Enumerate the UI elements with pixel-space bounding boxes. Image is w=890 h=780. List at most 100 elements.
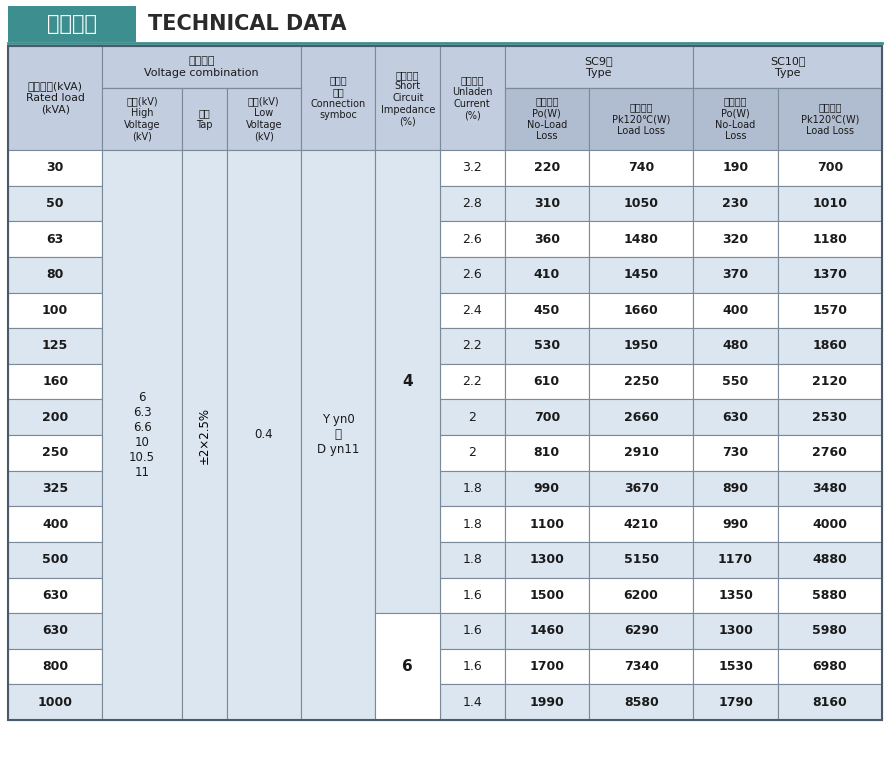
Text: 6290: 6290 [624, 625, 659, 637]
Bar [440, 506, 505, 542]
Text: 700: 700 [534, 411, 560, 424]
Bar [693, 257, 778, 292]
Bar [8, 613, 102, 649]
Bar [376, 150, 440, 613]
Text: 2.6: 2.6 [463, 268, 482, 281]
Bar [778, 470, 882, 506]
Bar [440, 186, 505, 222]
Text: 410: 410 [534, 268, 560, 281]
Text: 1000: 1000 [37, 696, 73, 709]
Text: 700: 700 [817, 161, 843, 174]
Text: 610: 610 [534, 375, 560, 388]
Bar [182, 88, 226, 150]
Bar [505, 399, 589, 435]
Text: 2.6: 2.6 [463, 232, 482, 246]
Bar [8, 257, 102, 292]
Bar [693, 88, 778, 150]
Text: 1660: 1660 [624, 304, 659, 317]
Text: 200: 200 [42, 411, 69, 424]
Bar [440, 399, 505, 435]
Text: 1700: 1700 [530, 660, 564, 673]
Text: 480: 480 [723, 339, 748, 353]
Bar [440, 613, 505, 649]
Text: 2760: 2760 [813, 446, 847, 459]
Text: 1500: 1500 [530, 589, 564, 602]
Bar [8, 435, 102, 470]
Bar [693, 399, 778, 435]
Text: 2.2: 2.2 [463, 375, 482, 388]
Bar [693, 684, 778, 720]
Text: 负载损耗
Pk120℃(W)
Load Loss: 负载损耗 Pk120℃(W) Load Loss [801, 102, 859, 136]
Text: 7340: 7340 [624, 660, 659, 673]
Bar [505, 684, 589, 720]
Text: 2250: 2250 [624, 375, 659, 388]
Text: 1100: 1100 [530, 518, 564, 530]
Bar [440, 292, 505, 328]
Text: 6200: 6200 [624, 589, 659, 602]
Bar [8, 542, 102, 577]
Bar [8, 363, 102, 399]
Bar [778, 328, 882, 363]
Text: 空载损耗
Po(W)
No-Load
Loss: 空载损耗 Po(W) No-Load Loss [527, 97, 567, 141]
Text: 1530: 1530 [718, 660, 753, 673]
Bar [8, 649, 102, 684]
Bar [778, 684, 882, 720]
Text: 450: 450 [534, 304, 560, 317]
Bar [778, 186, 882, 222]
Text: 1180: 1180 [813, 232, 847, 246]
Bar [376, 46, 440, 150]
Bar [8, 684, 102, 720]
Text: 80: 80 [46, 268, 64, 281]
Text: 5150: 5150 [624, 553, 659, 566]
Bar [589, 613, 693, 649]
Bar [505, 150, 589, 186]
Bar [102, 46, 301, 88]
Text: 8580: 8580 [624, 696, 659, 709]
Bar [589, 577, 693, 613]
Text: 990: 990 [534, 482, 560, 495]
Bar [8, 399, 102, 435]
Text: 2.2: 2.2 [463, 339, 482, 353]
Text: TECHNICAL DATA: TECHNICAL DATA [148, 14, 346, 34]
Text: 1350: 1350 [718, 589, 753, 602]
Text: 额定容量(kVA)
Rated load
(kVA): 额定容量(kVA) Rated load (kVA) [26, 81, 85, 115]
Bar [778, 222, 882, 257]
Bar [693, 46, 882, 88]
Bar [589, 328, 693, 363]
Bar [8, 186, 102, 222]
Text: 890: 890 [723, 482, 748, 495]
Text: 2.8: 2.8 [463, 197, 482, 210]
Text: 100: 100 [42, 304, 69, 317]
Bar [778, 88, 882, 150]
Bar [778, 363, 882, 399]
Text: 联结组
标号
Connection
symboc: 联结组 标号 Connection symboc [311, 76, 366, 120]
Text: 2530: 2530 [813, 411, 847, 424]
Text: 1990: 1990 [530, 696, 564, 709]
Bar [505, 88, 589, 150]
Text: 2: 2 [468, 446, 476, 459]
Bar [505, 328, 589, 363]
Bar [778, 257, 882, 292]
Bar [778, 613, 882, 649]
Text: 负载损耗
Pk120℃(W)
Load Loss: 负载损耗 Pk120℃(W) Load Loss [612, 102, 670, 136]
Bar [8, 506, 102, 542]
Bar [693, 292, 778, 328]
Bar [505, 542, 589, 577]
Text: 1.4: 1.4 [463, 696, 482, 709]
Text: 1370: 1370 [813, 268, 847, 281]
Text: 5880: 5880 [813, 589, 847, 602]
Bar [778, 649, 882, 684]
Bar [778, 292, 882, 328]
Text: 800: 800 [42, 660, 69, 673]
Text: 1860: 1860 [813, 339, 847, 353]
Bar [8, 46, 882, 720]
Bar [440, 46, 505, 150]
Text: 310: 310 [534, 197, 560, 210]
Text: Y yn0
或
D yn11: Y yn0 或 D yn11 [317, 413, 360, 456]
Text: 360: 360 [534, 232, 560, 246]
Text: 空载电流
Unladen
Current
(%): 空载电流 Unladen Current (%) [452, 76, 492, 120]
Text: 230: 230 [723, 197, 748, 210]
Bar [589, 150, 693, 186]
Text: 220: 220 [534, 161, 560, 174]
Text: 1300: 1300 [718, 625, 753, 637]
